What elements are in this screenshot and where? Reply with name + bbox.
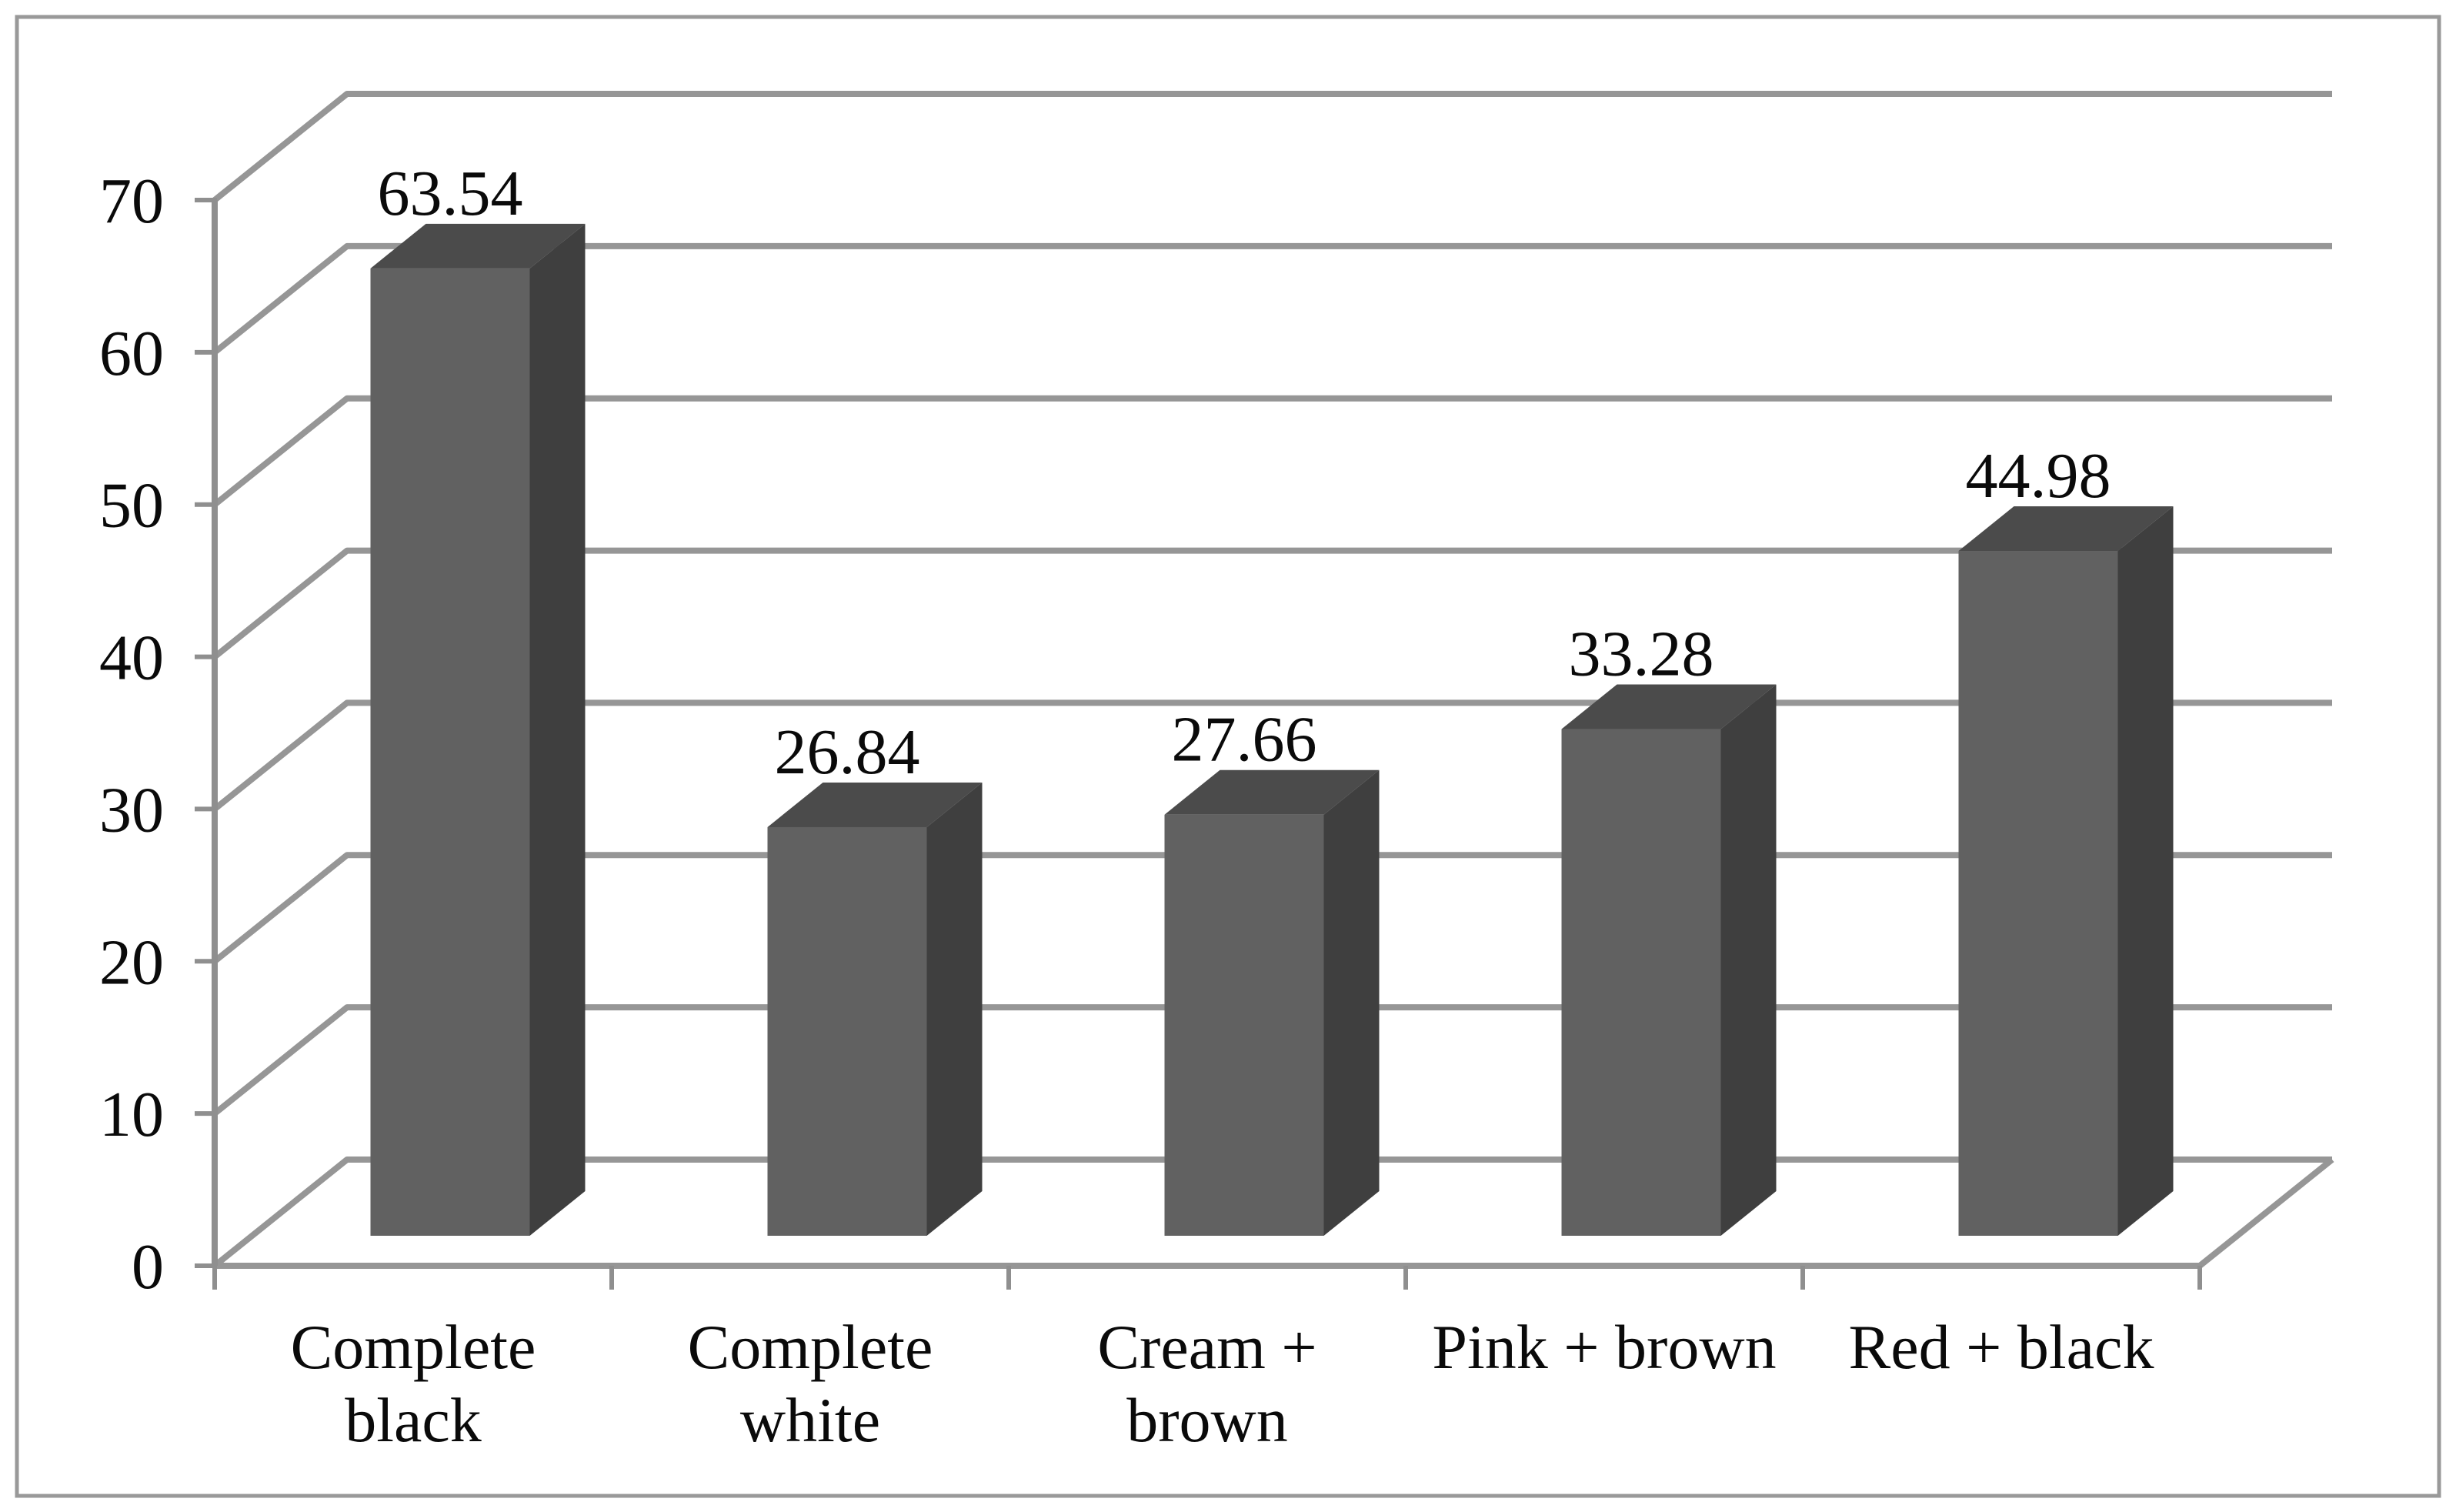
- y-gridline: [212, 395, 2332, 507]
- y-tick-label: 20: [99, 926, 164, 998]
- bar-side-face: [529, 223, 586, 1237]
- bar-side-face: [1720, 684, 1777, 1236]
- value-label: 26.84: [775, 716, 920, 788]
- y-tick-label: 70: [99, 165, 164, 237]
- bar-front-face: [1164, 814, 1324, 1236]
- y-tick-label: 50: [99, 470, 164, 542]
- bar-top-face: [1561, 684, 1777, 729]
- value-label: 63.54: [378, 158, 523, 229]
- category-label: black: [345, 1385, 482, 1455]
- bar-top-face: [1164, 769, 1380, 815]
- bar-top-face: [767, 782, 983, 827]
- value-label: 44.98: [1966, 440, 2111, 512]
- value-label: 33.28: [1569, 619, 1714, 690]
- category-label: Pink + brown: [1432, 1312, 1776, 1382]
- y-tick-label: 60: [99, 318, 164, 389]
- bar-front-face: [1958, 551, 2118, 1236]
- floor-right-edge: [2197, 1157, 2334, 1269]
- category-label: Complete: [291, 1312, 536, 1382]
- bar-side-face: [926, 782, 983, 1236]
- value-label: 27.66: [1172, 704, 1317, 776]
- y-tick-label: 0: [132, 1231, 164, 1303]
- y-gridline: [212, 91, 2332, 203]
- y-gridline: [212, 547, 2332, 659]
- category-label: brown: [1126, 1385, 1288, 1455]
- category-label: Complete: [688, 1312, 933, 1382]
- chart-border: [15, 15, 2441, 1498]
- category-label: white: [740, 1385, 880, 1455]
- bar-side-face: [2117, 506, 2174, 1236]
- y-tick-label: 40: [99, 622, 164, 694]
- category-label: Red + black: [1849, 1312, 2154, 1382]
- bar-front-face: [370, 268, 530, 1237]
- bar-front-face: [1561, 729, 1721, 1236]
- y-tick-label: 10: [99, 1079, 164, 1150]
- y-gridline: [212, 242, 2332, 355]
- bar-side-face: [1323, 769, 1380, 1236]
- bar-top-face: [370, 223, 586, 269]
- bar-top-face: [1958, 506, 2174, 552]
- category-label: Cream +: [1097, 1312, 1316, 1382]
- bar-front-face: [767, 826, 927, 1236]
- y-tick-label: 30: [99, 774, 164, 846]
